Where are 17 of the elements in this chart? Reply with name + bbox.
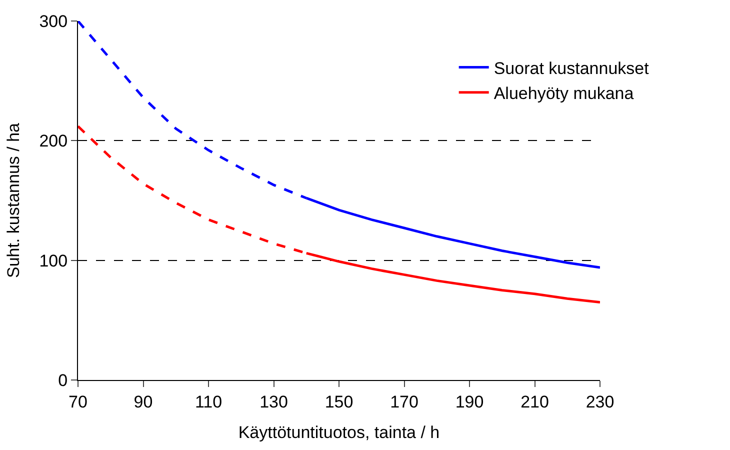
y-tick-label: 100 [39, 251, 68, 270]
legend-label: Aluehyöty mukana [494, 84, 634, 103]
x-tick-label: 190 [455, 392, 484, 412]
x-tick-label: 210 [520, 392, 549, 412]
legend-label: Suorat kustannukset [494, 58, 650, 78]
y-tick-label: 300 [39, 12, 68, 31]
x-tick-label: 70 [68, 392, 88, 412]
y-axis-title: Suht. kustannus / ha [4, 122, 23, 278]
x-tick-label: 90 [134, 392, 153, 412]
x-tick-label: 170 [390, 392, 418, 412]
x-tick-label: 130 [260, 392, 288, 412]
x-tick-label: 230 [586, 392, 614, 412]
x-tick-label: 150 [324, 392, 354, 412]
x-axis-title: Käyttötuntituotos, tainta / h [238, 422, 440, 442]
y-tick-label: 200 [39, 132, 68, 151]
x-tick-label: 110 [194, 392, 222, 412]
y-tick-label: 0 [58, 370, 68, 390]
